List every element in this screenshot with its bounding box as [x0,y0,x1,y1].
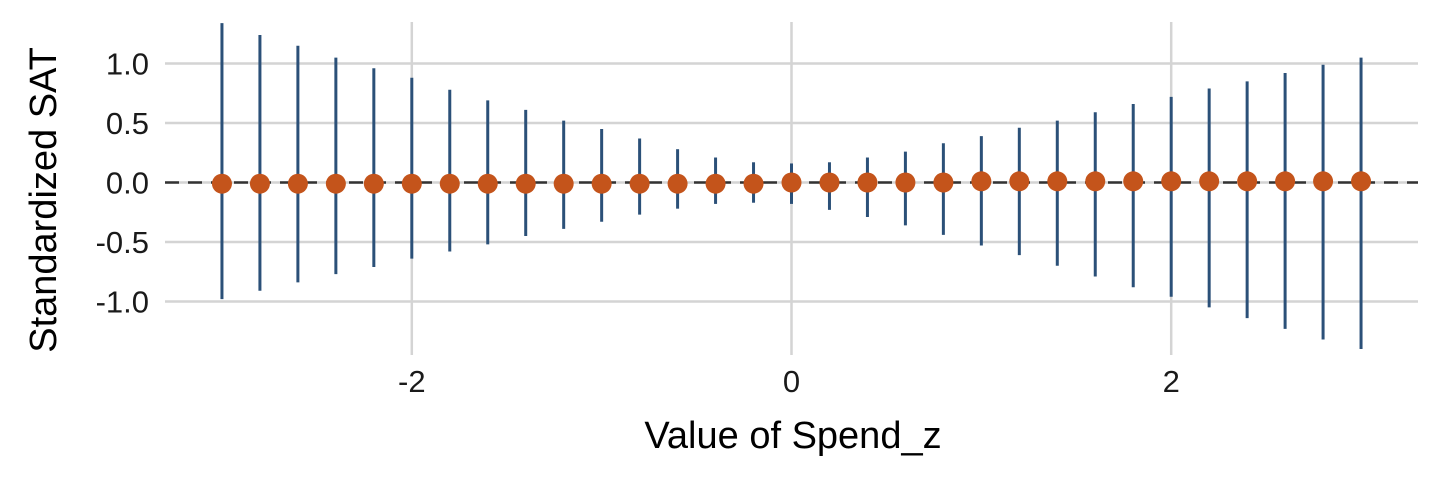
data-point [325,173,346,194]
y-tick-label: -0.5 [96,225,149,260]
data-point [249,173,270,194]
points [211,171,1372,194]
data-point [1313,171,1334,192]
x-tick-label: -2 [398,364,426,399]
data-point [781,172,802,193]
data-point [477,173,498,194]
data-point [515,173,536,194]
data-point [1351,171,1372,192]
x-tick-label: 0 [783,364,800,399]
x-tick-label: 2 [1163,364,1180,399]
y-axis-title: Standardized SAT [23,47,65,353]
data-point [705,173,726,194]
data-point [933,172,954,193]
y-tick-labels: -1.0 -0.5 0.0 0.5 1.0 [96,47,149,320]
data-point [743,173,764,194]
data-point [1237,171,1258,192]
data-point [287,173,308,194]
y-tick-label: -1.0 [96,284,149,319]
y-tick-label: 0.5 [106,106,149,141]
x-tick-labels: -2 0 2 [398,364,1180,399]
data-point [1047,171,1068,192]
data-point [1161,171,1182,192]
data-point [667,173,688,194]
y-tick-label: 0.0 [106,166,149,201]
data-point [1009,171,1030,192]
error-bars [220,23,1363,350]
data-point [211,173,232,194]
data-point [971,171,992,192]
data-point [629,173,650,194]
data-point [591,173,612,194]
data-point [363,173,384,194]
data-point [553,173,574,194]
data-point [401,173,422,194]
data-point [439,173,460,194]
data-point [819,172,840,193]
data-point [895,172,916,193]
data-point [857,172,878,193]
data-point [1275,171,1296,192]
y-tick-label: 1.0 [106,47,149,82]
data-point [1123,171,1144,192]
data-point [1085,171,1106,192]
x-axis-title: Value of Spend_z [644,415,941,457]
data-point [1199,171,1220,192]
